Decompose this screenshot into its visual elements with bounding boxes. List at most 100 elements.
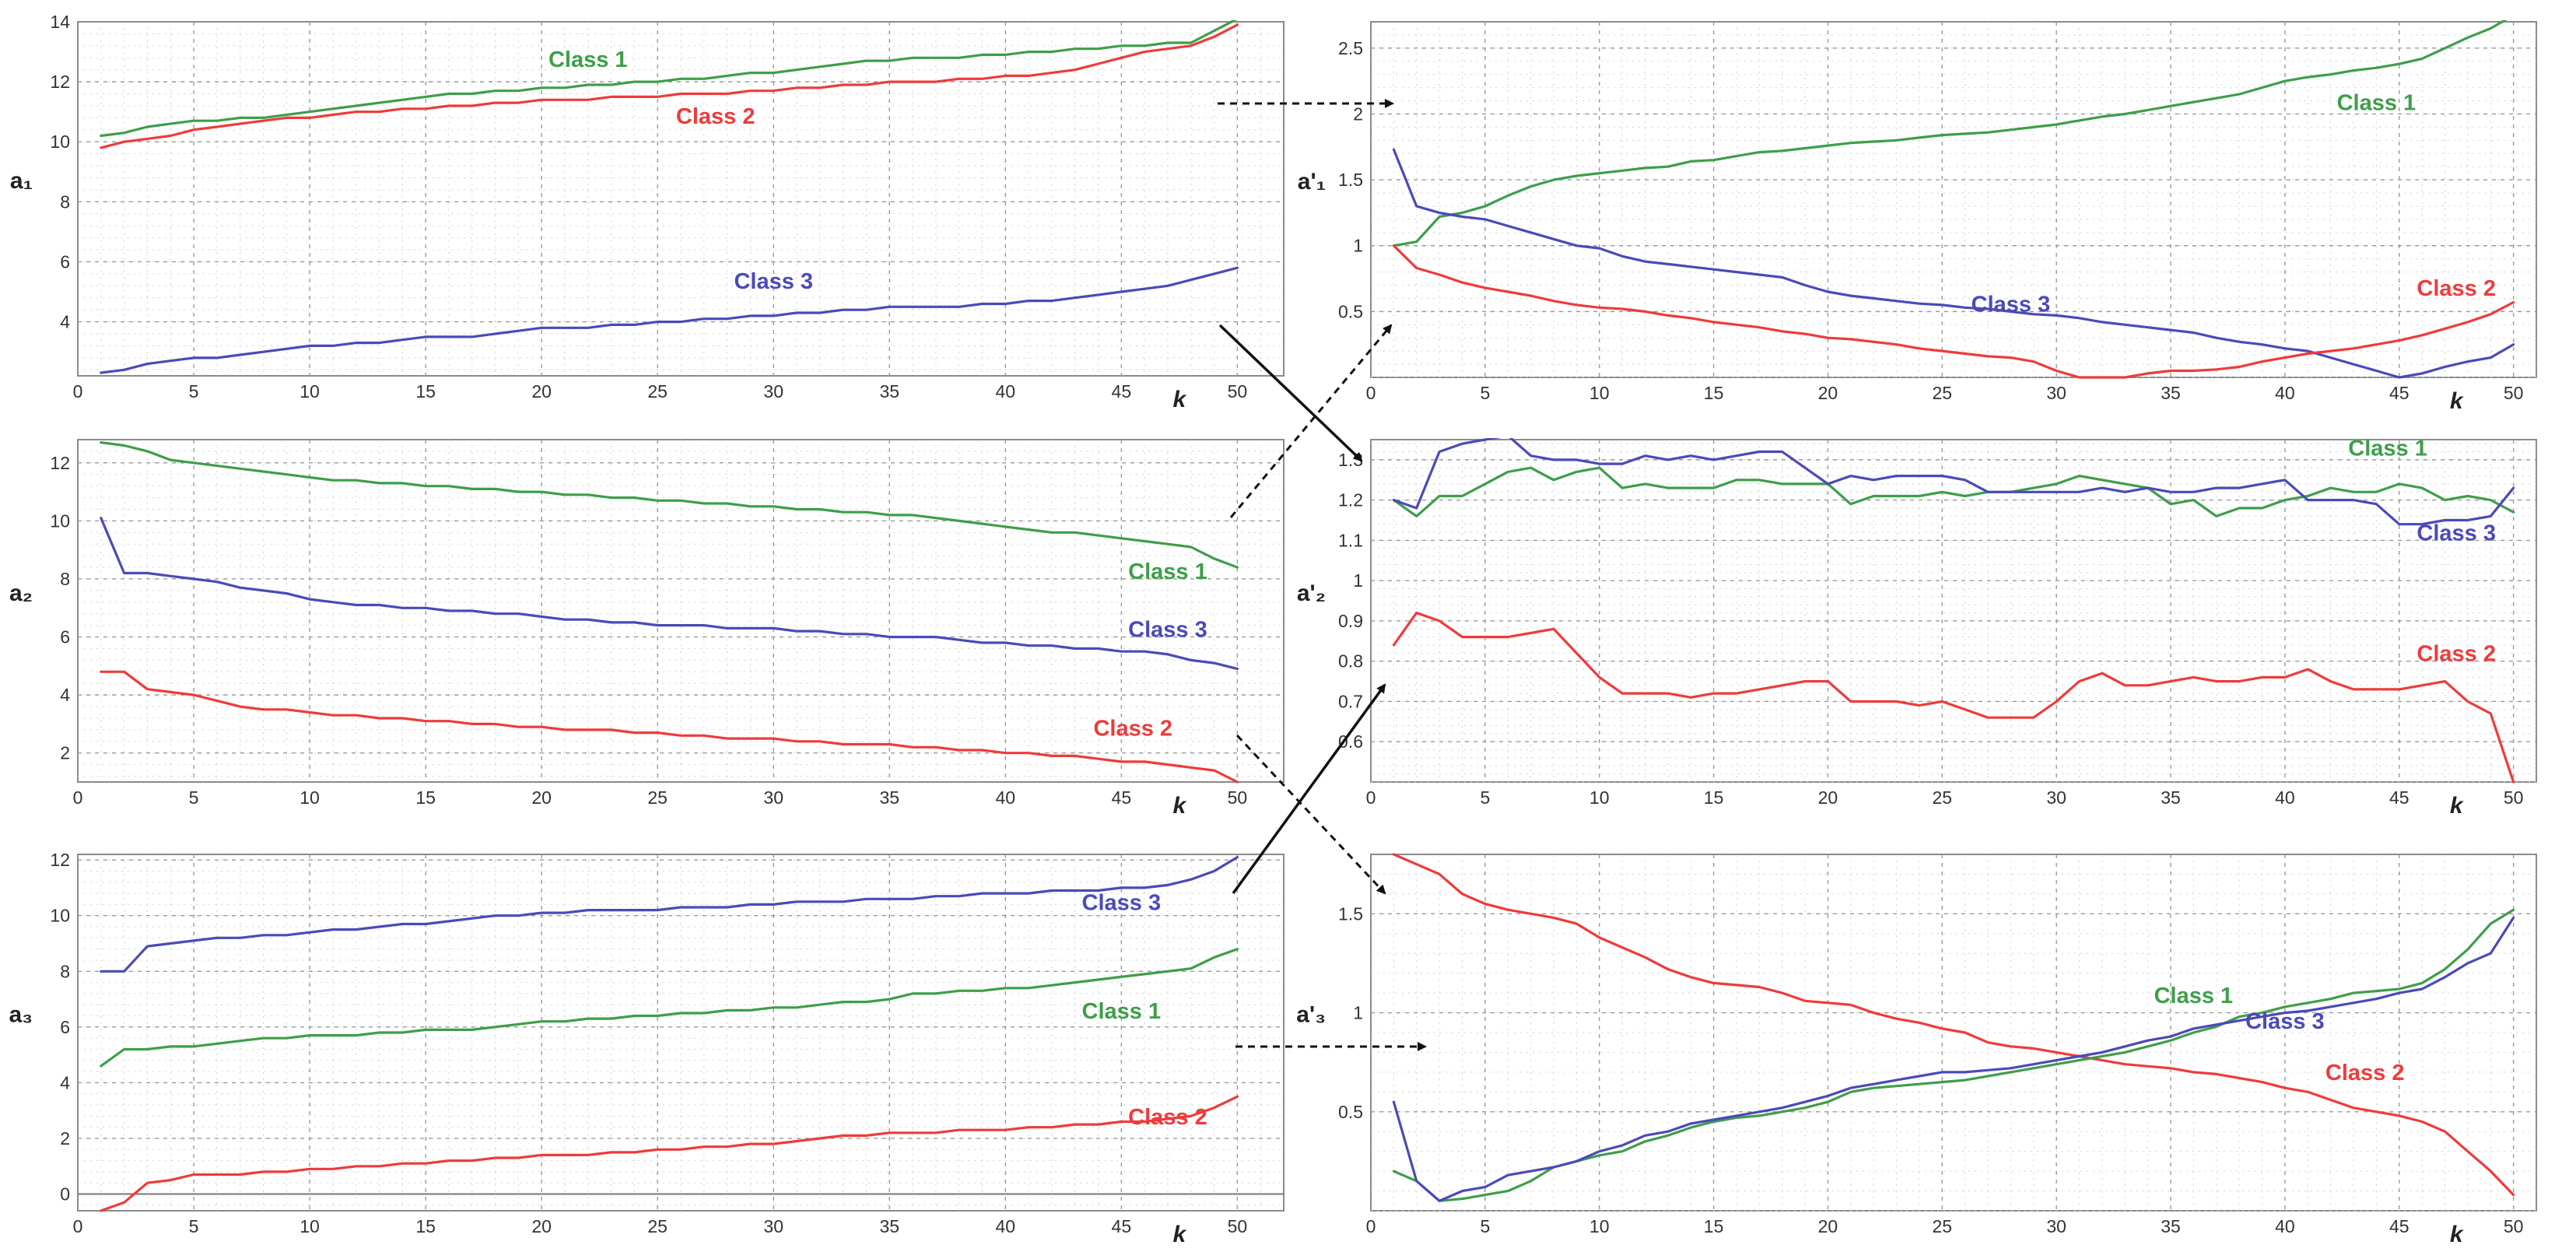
x-tick-label: 20 xyxy=(1818,1216,1838,1236)
x-tick-label: 30 xyxy=(763,787,783,808)
y-tick-label: 0.5 xyxy=(1338,1102,1363,1122)
minor-grid xyxy=(78,440,1284,782)
y-tick-label: 1.2 xyxy=(1338,490,1363,510)
x-tick-label: 45 xyxy=(2389,383,2410,403)
x-tick-label: 40 xyxy=(996,787,1016,808)
series-label-class-1: Class 1 xyxy=(2337,90,2417,115)
series-line-class-2 xyxy=(100,670,1239,784)
x-tick-label: 15 xyxy=(1704,1216,1724,1236)
x-tick-label: 25 xyxy=(647,787,668,808)
series-line-class-2 xyxy=(1392,853,2515,1197)
x-tick-label: 35 xyxy=(879,381,899,402)
minor-grid xyxy=(1371,854,2536,1212)
series-line-class-1 xyxy=(100,20,1238,138)
x-tick-label: 45 xyxy=(2389,787,2410,808)
x-tick-label: 35 xyxy=(2161,383,2181,403)
x-tick-label: 15 xyxy=(1704,787,1724,808)
x-tick-label: 5 xyxy=(189,381,199,402)
x-tick-label: 5 xyxy=(189,787,199,808)
x-tick-label: 15 xyxy=(415,381,436,402)
x-axis-label: k xyxy=(2450,793,2464,819)
x-tick-label: 45 xyxy=(1112,381,1132,402)
x-tick-label: 45 xyxy=(1112,1216,1132,1236)
x-tick-label: 20 xyxy=(531,381,552,402)
x-tick-label: 35 xyxy=(2161,1216,2181,1236)
series-label-class-1: Class 1 xyxy=(2348,437,2427,461)
plot-area xyxy=(1370,21,2537,378)
x-tick-label: 10 xyxy=(300,1216,320,1236)
series-label-class-3: Class 3 xyxy=(1082,891,1162,916)
y-tick-label: 12 xyxy=(50,72,70,92)
y-tick-label: 14 xyxy=(50,12,70,32)
x-tick-label: 5 xyxy=(1480,1216,1490,1236)
x-tick-label: 50 xyxy=(2504,1216,2524,1236)
y-tick-label: 0.8 xyxy=(1338,651,1363,672)
y-tick-label: 1.1 xyxy=(1338,530,1363,550)
y-axis-label: a₃ xyxy=(9,1001,33,1027)
series-label-class-2: Class 2 xyxy=(2417,276,2496,301)
x-tick-label: 10 xyxy=(300,787,320,808)
x-tick-label: 15 xyxy=(415,1216,436,1236)
x-tick-label: 50 xyxy=(2504,383,2524,403)
y-tick-label: 1.5 xyxy=(1338,903,1363,924)
x-tick-label: 40 xyxy=(2275,787,2295,808)
x-tick-label: 50 xyxy=(1228,1216,1248,1236)
y-tick-label: 6 xyxy=(60,251,70,272)
x-tick-label: 10 xyxy=(1589,1216,1610,1236)
x-tick-label: 40 xyxy=(2275,1216,2295,1236)
plot-area xyxy=(77,21,1284,377)
x-axis-label: k xyxy=(1173,1222,1187,1247)
y-tick-label: 12 xyxy=(50,453,70,473)
y-tick-label: 8 xyxy=(60,961,70,981)
plot-area xyxy=(77,854,1284,1212)
x-tick-label: 25 xyxy=(1933,787,1953,808)
x-tick-label: 20 xyxy=(1818,383,1838,403)
x-tick-label: 25 xyxy=(647,1216,668,1236)
y-axis-label: a'₃ xyxy=(1296,1001,1326,1027)
chart-panel-6: 0 5 10 15 20 25 30 35 40 45 50 0.5 1 1.5 k a'₃ Class 2 Cl… xyxy=(1296,853,2537,1247)
y-axis-label: a₁ xyxy=(10,168,33,194)
series-line-class-1 xyxy=(1392,20,2508,247)
series-label-class-3: Class 3 xyxy=(1971,292,2051,317)
y-tick-label: 1 xyxy=(1353,1003,1363,1023)
series-line-class-3 xyxy=(100,856,1239,973)
series-line-class-1 xyxy=(100,441,1239,569)
x-tick-label: 10 xyxy=(1589,383,1610,403)
x-tick-label: 0 xyxy=(73,1216,83,1236)
arrow-a1-to-a2prime xyxy=(1218,324,1363,462)
series-line-class-3 xyxy=(100,266,1239,374)
y-tick-label: 1 xyxy=(1353,236,1363,256)
x-tick-label: 50 xyxy=(1228,381,1248,402)
x-tick-label: 20 xyxy=(531,787,552,808)
x-tick-label: 30 xyxy=(763,1216,783,1236)
x-tick-label: 0 xyxy=(73,381,83,402)
y-axis-label: a₂ xyxy=(9,580,33,606)
x-axis-label: k xyxy=(2450,388,2464,414)
y-tick-label: 10 xyxy=(50,510,70,531)
x-tick-label: 10 xyxy=(1589,787,1610,808)
x-tick-label: 20 xyxy=(531,1216,552,1236)
y-tick-label: 6 xyxy=(60,627,70,647)
y-tick-label: 2 xyxy=(60,743,70,763)
x-tick-label: 40 xyxy=(2275,383,2295,403)
x-tick-label: 40 xyxy=(996,1216,1016,1236)
x-axis-label: k xyxy=(2450,1222,2464,1247)
series-label-class-2: Class 2 xyxy=(1093,716,1172,741)
x-tick-label: 0 xyxy=(1366,787,1376,808)
x-tick-label: 35 xyxy=(2161,787,2181,808)
x-tick-label: 10 xyxy=(300,381,320,402)
series-line-class-3 xyxy=(1392,438,2515,526)
x-tick-label: 30 xyxy=(2046,1216,2066,1236)
x-tick-label: 20 xyxy=(1818,787,1838,808)
x-tick-label: 0 xyxy=(73,787,83,808)
y-tick-label: 0.7 xyxy=(1338,691,1363,711)
y-tick-label: 2.5 xyxy=(1338,38,1363,58)
y-tick-label: 6 xyxy=(60,1017,70,1037)
y-tick-label: 2 xyxy=(60,1128,70,1149)
x-tick-label: 30 xyxy=(2046,383,2066,403)
y-axis-label: a'₂ xyxy=(1297,580,1326,606)
series-line-class-1 xyxy=(100,948,1239,1068)
chart-panel-4: 0 5 10 15 20 25 30 35 40 45 50 0.5 1 1.5 2 2.5 k a'₁ Class… xyxy=(1298,20,2537,414)
